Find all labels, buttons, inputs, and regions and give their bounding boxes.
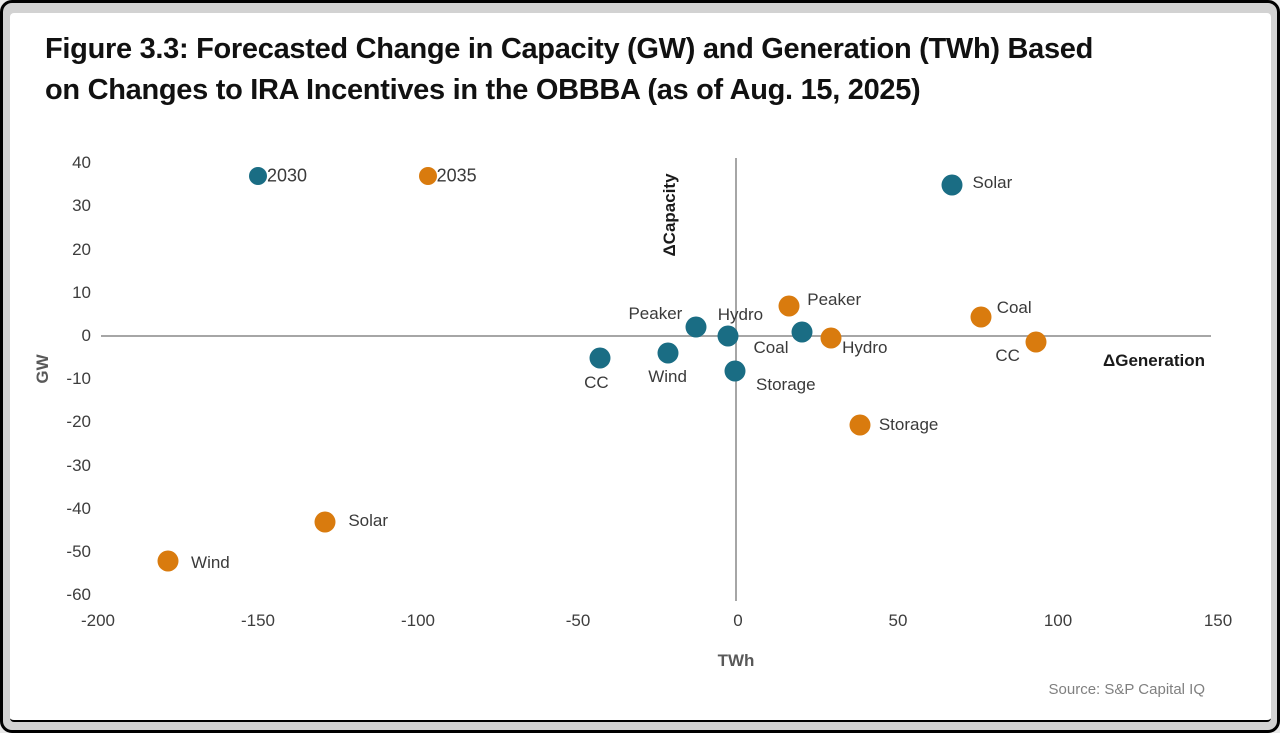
y-tick-label: 20: [72, 239, 91, 259]
source-note: Source: S&P Capital IQ: [1048, 681, 1205, 698]
point-hydro-2030: [717, 325, 739, 347]
y-axis-annotation: ΔCapacity: [660, 173, 679, 257]
x-tick-label: -50: [565, 611, 591, 630]
point-peaker-2030: [685, 316, 707, 338]
chart-layer: Figure 3.3: Forecasted Change in Capacit…: [3, 3, 1277, 730]
y-tick-label: -10: [66, 369, 91, 389]
point-coal-2030: [791, 321, 813, 343]
x-tick-label: 50: [888, 611, 908, 630]
point-label-hydro-2035: Hydro: [842, 338, 888, 358]
point-label-solar-2030: Solar: [972, 172, 1013, 192]
legend-dot-2035: [418, 167, 437, 186]
x-tick-label: -150: [240, 611, 276, 630]
point-hydro-2035: [820, 327, 842, 349]
point-solar-2035: [314, 511, 336, 533]
x-tick-label: 0: [733, 611, 743, 630]
point-storage-2030: [724, 360, 746, 382]
x-axis-annotation: ΔGeneration: [1103, 351, 1205, 370]
y-tick-label: -50: [66, 542, 91, 561]
y-tick-label: -40: [66, 498, 91, 518]
chart-card: [10, 13, 1271, 722]
figure-title-line2: on Changes to IRA Incentives in the OBBB…: [45, 74, 921, 106]
point-label-cc-2030: CC: [584, 372, 609, 392]
point-label-hydro-2030: Hydro: [717, 305, 764, 324]
figure-title-line1: Figure 3.3: Forecasted Change in Capacit…: [45, 33, 1094, 65]
point-wind-2035: [157, 550, 179, 572]
point-wind-2030: [657, 342, 679, 364]
x-tick-label: 150: [1203, 611, 1233, 630]
point-label-solar-2035: Solar: [348, 510, 389, 530]
point-coal-2035: [970, 306, 992, 328]
x-tick-label: -100: [400, 611, 436, 630]
x-tick-label: -200: [80, 611, 116, 630]
figure-title: Figure 3.3: Forecasted Change in Capacit…: [45, 29, 1240, 111]
point-label-coal-2030: Coal: [753, 337, 789, 357]
point-label-storage-2030: Storage: [756, 374, 816, 394]
x-axis-line: [101, 335, 1211, 337]
point-label-storage-2035: Storage: [878, 414, 939, 434]
point-peaker-2035: [778, 295, 800, 317]
x-axis-title: TWh: [717, 651, 755, 670]
y-tick-label: 30: [72, 196, 91, 216]
point-label-wind-2030: Wind: [648, 367, 687, 387]
y-tick-label: -60: [66, 585, 91, 605]
point-cc-2035: [1025, 331, 1047, 353]
point-storage-2035: [849, 414, 871, 436]
point-label-coal-2035: Coal: [996, 297, 1032, 317]
point-label-peaker-2030: Peaker: [628, 304, 683, 324]
point-solar-2030: [941, 174, 963, 196]
y-tick-label: -20: [66, 412, 91, 432]
x-tick-label: 100: [1043, 611, 1073, 630]
y-tick-label: -30: [66, 455, 91, 475]
legend-label-2035: 2035: [436, 165, 477, 186]
point-label-wind-2035: Wind: [191, 552, 230, 572]
legend-label-2030: 2030: [267, 165, 308, 186]
point-label-peaker-2035: Peaker: [807, 289, 862, 309]
legend-dot-2030: [249, 167, 267, 186]
y-tick-label: 40: [72, 153, 91, 173]
y-tick-label: 10: [72, 282, 91, 302]
y-tick-label: 0: [81, 326, 91, 345]
point-label-cc-2035: CC: [995, 346, 1020, 366]
point-cc-2030: [589, 347, 611, 369]
